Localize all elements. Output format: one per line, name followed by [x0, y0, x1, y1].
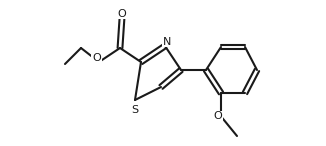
- Text: S: S: [131, 105, 139, 115]
- Text: O: O: [213, 111, 222, 121]
- Text: O: O: [92, 53, 101, 63]
- Text: O: O: [118, 9, 126, 19]
- Text: N: N: [163, 37, 171, 47]
